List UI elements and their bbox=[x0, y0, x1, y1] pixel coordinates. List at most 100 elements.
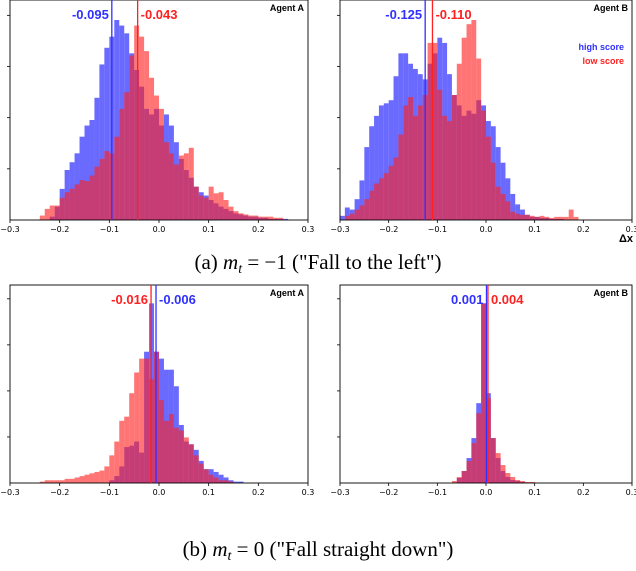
x-tick-label: 0.3 bbox=[626, 225, 636, 234]
x-tick-label: −0.1 bbox=[428, 488, 447, 497]
low-bar bbox=[129, 393, 135, 483]
low-bar bbox=[218, 480, 224, 483]
x-tick-label: 0.1 bbox=[202, 488, 215, 497]
x-tick-label: −0.3 bbox=[0, 225, 19, 234]
x-tick-label: −0.3 bbox=[330, 488, 349, 497]
low-bar bbox=[559, 216, 564, 220]
low-bar bbox=[183, 153, 189, 220]
chart-panel-1: −0.3 −0.2 −0.1 0.0 0.1 0.2 0.3 Agent A -0.095 -0.… bbox=[0, 0, 314, 234]
low-bar bbox=[44, 208, 50, 220]
x-tick-label: −0.3 bbox=[0, 488, 19, 497]
low-bar bbox=[263, 216, 269, 220]
low-bar bbox=[383, 173, 389, 220]
low-bar bbox=[500, 465, 506, 483]
low-bar bbox=[349, 213, 355, 220]
x-tick-label: 0.1 bbox=[202, 225, 215, 234]
low-bar bbox=[258, 216, 264, 220]
low-bar bbox=[193, 455, 199, 483]
low-bar bbox=[119, 108, 125, 220]
low-bar bbox=[437, 89, 443, 221]
low-bar bbox=[573, 216, 579, 220]
x-tick-label: 0.0 bbox=[480, 488, 493, 497]
low-mean-label: -0.016 bbox=[111, 292, 148, 307]
low-bar bbox=[568, 209, 574, 220]
high-bar bbox=[79, 136, 85, 220]
high-bar bbox=[89, 120, 95, 220]
x-tick-label: −0.2 bbox=[50, 488, 69, 497]
low-bar bbox=[198, 463, 204, 483]
low-bar bbox=[253, 215, 259, 220]
panel-title: Agent A bbox=[270, 3, 305, 13]
x-axis-label: Δx bbox=[619, 233, 634, 245]
high-bar bbox=[369, 126, 375, 220]
low-bar bbox=[233, 211, 239, 220]
caption-a: (a) mt = −1 ("Fall to the left") bbox=[0, 250, 636, 278]
high-bar bbox=[510, 193, 516, 220]
low-bar bbox=[208, 186, 214, 220]
high-bar bbox=[378, 105, 384, 220]
x-tick-label: 0.2 bbox=[577, 488, 590, 497]
low-bar bbox=[188, 444, 194, 483]
low-bar bbox=[471, 443, 477, 483]
low-bar bbox=[104, 466, 110, 483]
low-bar bbox=[515, 213, 521, 220]
low-bar bbox=[476, 58, 482, 220]
low-bar bbox=[79, 476, 85, 483]
low-bar bbox=[466, 461, 472, 483]
low-bar bbox=[94, 471, 100, 483]
high-bar bbox=[223, 477, 229, 483]
low-mean-label: 0.004 bbox=[491, 292, 524, 307]
low-bar bbox=[524, 214, 530, 220]
low-bar bbox=[369, 190, 375, 220]
low-bar bbox=[114, 441, 120, 483]
low-bar bbox=[178, 155, 184, 220]
high-mean-label: -0.006 bbox=[159, 292, 196, 307]
x-tick-label: 0.3 bbox=[626, 488, 636, 497]
low-mean-label: -0.110 bbox=[435, 7, 471, 22]
x-tick-label: −0.1 bbox=[100, 488, 119, 497]
low-bar bbox=[173, 427, 179, 483]
low-bar bbox=[471, 20, 477, 220]
low-bar bbox=[529, 215, 535, 220]
low-bar bbox=[549, 217, 555, 220]
high-mean-label: -0.125 bbox=[385, 7, 422, 22]
low-bar bbox=[520, 481, 525, 483]
low-bar bbox=[183, 437, 189, 483]
x-tick-label: 0.0 bbox=[480, 225, 493, 234]
high-bar bbox=[388, 100, 394, 220]
low-bar bbox=[447, 121, 452, 220]
low-bar bbox=[74, 477, 80, 483]
low-bar bbox=[393, 157, 399, 220]
low-bar bbox=[114, 136, 120, 220]
low-bar bbox=[64, 478, 70, 483]
x-tick-label: −0.1 bbox=[100, 225, 119, 234]
low-bar bbox=[74, 184, 80, 220]
caption-a-var: m bbox=[223, 250, 239, 274]
x-tick-label: 0.3 bbox=[302, 225, 315, 234]
low-bar bbox=[94, 166, 100, 220]
low-bar bbox=[539, 215, 545, 220]
low-bar bbox=[524, 482, 530, 483]
low-bar bbox=[144, 51, 150, 220]
low-bar bbox=[139, 36, 145, 220]
low-bar bbox=[109, 455, 115, 483]
low-bar bbox=[451, 95, 457, 220]
high-bar bbox=[495, 147, 501, 220]
low-bar bbox=[64, 192, 70, 220]
low-bar bbox=[563, 216, 569, 220]
high-bar bbox=[94, 97, 100, 220]
low-bar bbox=[163, 420, 169, 483]
panel-title: Agent B bbox=[594, 288, 629, 298]
high-bar bbox=[505, 178, 511, 220]
low-bar bbox=[417, 105, 423, 220]
low-bar bbox=[134, 372, 140, 483]
low-bar bbox=[248, 215, 254, 220]
low-bar bbox=[359, 205, 365, 220]
low-bar bbox=[461, 37, 467, 221]
low-bar bbox=[529, 482, 535, 483]
low-bar bbox=[208, 474, 214, 483]
high-mean-label: 0.001 bbox=[451, 292, 484, 307]
high-bar bbox=[364, 147, 370, 220]
low-bar bbox=[481, 110, 486, 220]
